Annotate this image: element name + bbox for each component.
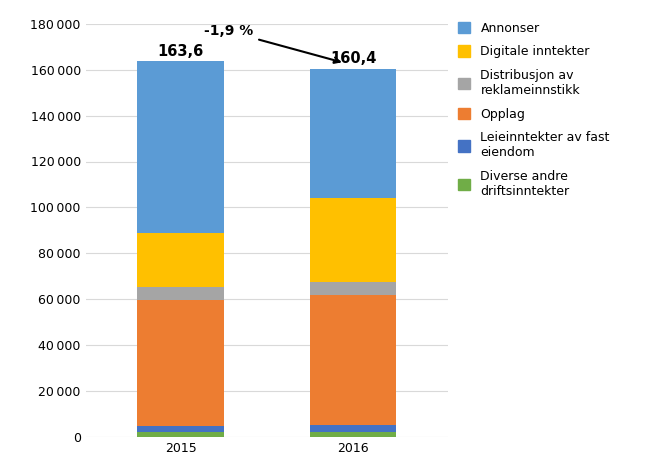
Text: 160,4: 160,4 xyxy=(330,51,376,66)
Bar xyxy=(310,425,396,432)
Bar xyxy=(138,300,224,426)
Text: 163,6: 163,6 xyxy=(158,44,204,58)
Bar xyxy=(138,432,224,437)
Bar xyxy=(310,295,396,425)
Bar xyxy=(138,61,224,233)
Bar xyxy=(310,69,396,198)
Bar xyxy=(138,286,224,300)
Bar xyxy=(138,233,224,286)
Legend: Annonser, Digitale inntekter, Distribusjon av
reklameinnstikk, Opplag, Leieinnte: Annonser, Digitale inntekter, Distribusj… xyxy=(458,22,610,198)
Bar xyxy=(310,432,396,437)
Bar xyxy=(310,198,396,282)
Bar xyxy=(138,426,224,432)
Text: -1,9 %: -1,9 % xyxy=(204,24,339,63)
Bar xyxy=(310,282,396,295)
